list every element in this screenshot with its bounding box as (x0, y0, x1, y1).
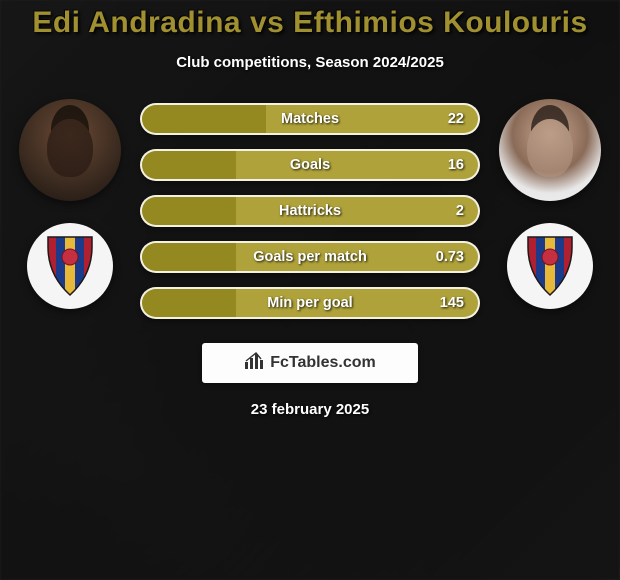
club-shield-icon (46, 235, 94, 297)
stat-bar-fill (142, 197, 236, 225)
stat-value: 145 (440, 295, 478, 311)
stat-label: Goals (290, 157, 330, 173)
stat-value: 16 (448, 157, 478, 173)
comparison-title: Edi Andradina vs Efthimios Koulouris (0, 6, 620, 40)
stat-bar-fill (142, 243, 236, 271)
stat-value: 0.73 (436, 249, 478, 265)
bar-chart-icon (244, 352, 264, 375)
stat-bar: Matches 22 (140, 103, 480, 135)
vs-separator: vs (250, 6, 284, 39)
player1-club-badge (27, 223, 113, 309)
club-shield-icon (526, 235, 574, 297)
right-side (498, 99, 602, 309)
content-wrapper: Edi Andradina vs Efthimios Koulouris Clu… (0, 0, 620, 418)
player2-photo (499, 99, 601, 201)
watermark-text: FcTables.com (270, 354, 376, 372)
stat-bar: Hattricks 2 (140, 195, 480, 227)
stat-bar-fill (142, 289, 236, 317)
stat-value: 22 (448, 111, 478, 127)
subtitle: Club competitions, Season 2024/2025 (0, 54, 620, 71)
stat-bars: Matches 22 Goals 16 Hattricks 2 Goals pe… (140, 99, 480, 319)
stat-value: 2 (456, 203, 478, 219)
watermark-badge: FcTables.com (202, 343, 418, 383)
stat-label: Goals per match (253, 249, 367, 265)
left-side (18, 99, 122, 309)
stat-bar-fill (142, 105, 266, 133)
player2-name: Efthimios Koulouris (293, 6, 588, 39)
stat-bar: Min per goal 145 (140, 287, 480, 319)
stat-bar: Goals per match 0.73 (140, 241, 480, 273)
stat-label: Min per goal (267, 295, 352, 311)
stat-bar-fill (142, 151, 236, 179)
stat-label: Matches (281, 111, 339, 127)
stat-label: Hattricks (279, 203, 341, 219)
player1-name: Edi Andradina (32, 6, 241, 39)
player1-photo (19, 99, 121, 201)
comparison-area: Matches 22 Goals 16 Hattricks 2 Goals pe… (0, 99, 620, 319)
date-text: 23 february 2025 (0, 401, 620, 418)
player2-club-badge (507, 223, 593, 309)
stat-bar: Goals 16 (140, 149, 480, 181)
